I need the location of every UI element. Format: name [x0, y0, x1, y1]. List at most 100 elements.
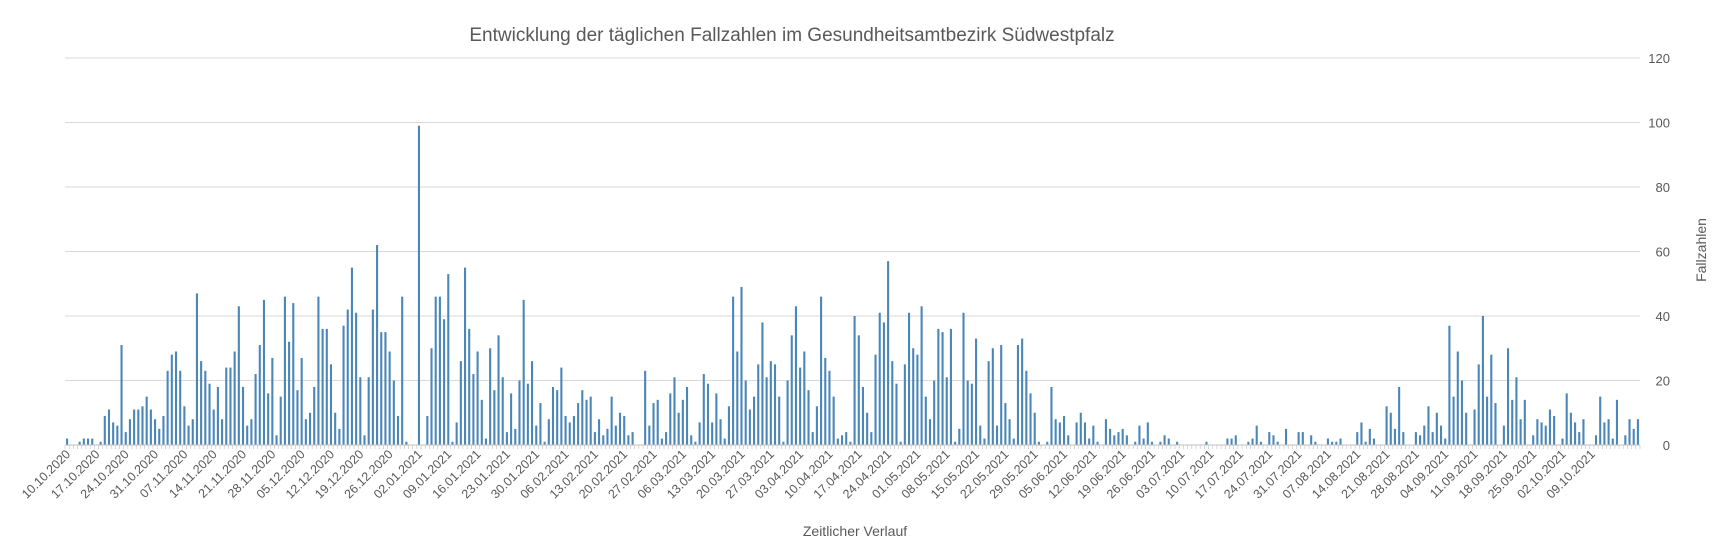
bar — [1603, 422, 1606, 445]
bar — [355, 312, 358, 445]
bar — [1096, 441, 1099, 445]
bar — [958, 428, 961, 446]
bar — [690, 435, 693, 445]
bar — [1544, 425, 1547, 445]
bar — [928, 419, 932, 445]
bar — [727, 406, 730, 445]
bar — [493, 390, 496, 445]
bar — [66, 438, 69, 445]
bar — [1004, 403, 1007, 445]
bar — [861, 386, 865, 445]
bar — [1297, 432, 1300, 445]
bar — [832, 396, 835, 446]
bar — [1226, 438, 1229, 445]
bar — [744, 380, 747, 445]
bar — [1360, 422, 1363, 445]
bar — [116, 425, 119, 445]
bar — [208, 383, 211, 445]
bar — [794, 306, 797, 445]
chart-title: Entwicklung der täglichen Fallzahlen im … — [469, 25, 1114, 46]
bar — [991, 348, 994, 445]
bar — [1134, 441, 1137, 445]
bar — [560, 367, 563, 445]
bar — [916, 354, 919, 445]
bar — [1511, 399, 1514, 445]
bar — [447, 274, 450, 445]
bar — [1121, 428, 1124, 446]
bar — [1339, 438, 1342, 445]
bar — [1372, 438, 1376, 445]
bar — [1624, 435, 1627, 445]
bar — [564, 415, 567, 445]
bar — [221, 419, 224, 445]
bar — [1247, 441, 1250, 445]
bar — [309, 412, 312, 445]
bar — [606, 428, 609, 446]
bar — [1594, 435, 1598, 445]
bar — [480, 399, 483, 445]
bar — [1326, 438, 1329, 445]
bar — [551, 386, 555, 445]
bar — [535, 425, 538, 445]
bar — [166, 370, 169, 445]
bar — [761, 322, 764, 445]
bar — [1083, 422, 1087, 445]
bar — [824, 357, 827, 445]
bar — [891, 361, 894, 445]
bar — [539, 403, 542, 445]
bar — [1607, 419, 1610, 445]
bar — [1037, 441, 1040, 445]
bar — [1285, 428, 1288, 446]
bar — [1331, 441, 1334, 445]
bar — [1025, 370, 1028, 445]
bar — [417, 125, 420, 445]
bar — [694, 441, 697, 445]
bar — [237, 306, 240, 445]
bar — [1465, 412, 1468, 445]
bar — [212, 409, 215, 445]
bar — [1578, 432, 1581, 445]
bar — [1456, 351, 1459, 445]
bar — [782, 441, 785, 445]
y-axis-ticks: 0 20 40 60 80 100 120 — [1648, 51, 1670, 453]
bar — [866, 412, 869, 445]
bar — [1582, 419, 1585, 445]
bar — [522, 299, 525, 446]
bar — [660, 438, 663, 445]
bar — [396, 415, 400, 445]
bar — [1159, 441, 1162, 445]
bar — [644, 370, 647, 445]
bar — [1255, 425, 1258, 445]
bar — [547, 419, 550, 445]
bar — [656, 399, 659, 445]
bar — [112, 422, 115, 445]
bar — [497, 335, 500, 445]
bar — [1561, 438, 1564, 445]
bar — [86, 438, 90, 445]
bar — [602, 435, 605, 445]
bar — [518, 380, 521, 445]
bar — [271, 357, 274, 445]
bar — [82, 438, 85, 445]
bar — [807, 390, 810, 445]
bar — [556, 390, 559, 445]
bar — [463, 267, 467, 446]
bar — [983, 438, 986, 445]
bar — [1419, 435, 1422, 445]
bar — [753, 396, 756, 446]
bar — [1636, 419, 1639, 445]
bar — [1268, 432, 1271, 445]
bar — [1540, 422, 1543, 445]
bar — [1142, 438, 1145, 445]
bar — [966, 380, 969, 445]
bar — [1473, 409, 1476, 445]
bar — [736, 351, 739, 445]
bar — [962, 312, 965, 445]
bar — [405, 441, 408, 445]
bar — [711, 422, 714, 445]
bar — [476, 351, 479, 445]
bar — [191, 419, 194, 445]
bar — [451, 441, 454, 445]
bar — [933, 380, 936, 445]
bar — [363, 435, 366, 445]
